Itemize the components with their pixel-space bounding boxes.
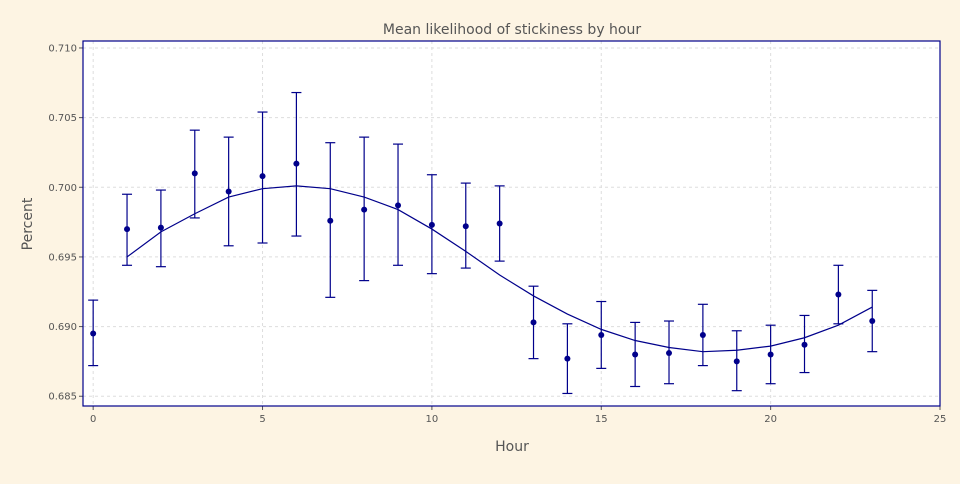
x-tick-label: 5 — [259, 414, 265, 425]
data-point — [327, 217, 334, 224]
y-tick-label: 0.695 — [48, 252, 77, 263]
data-point — [564, 355, 571, 362]
data-point — [869, 318, 876, 325]
x-axis-label: Hour — [495, 439, 529, 455]
data-point — [767, 351, 774, 358]
data-point — [801, 341, 808, 348]
data-point — [395, 202, 402, 209]
x-tick-label: 20 — [764, 414, 777, 425]
x-tick-label: 10 — [426, 414, 439, 425]
axis-ticks: 0 5 10 15 20 25 0.685 0.690 0.695 0.700 0.705 0.710 — [48, 43, 946, 425]
data-point — [225, 188, 232, 195]
x-tick-label: 25 — [934, 414, 947, 425]
data-point — [496, 220, 503, 227]
fit-curve-line — [126, 185, 873, 353]
data-point — [666, 350, 673, 357]
y-tick-label: 0.710 — [48, 43, 77, 54]
y-tick-label: 0.705 — [48, 113, 77, 124]
x-tick-label: 15 — [595, 414, 608, 425]
data-point — [530, 319, 537, 326]
data-point — [462, 223, 469, 230]
data-point — [699, 331, 706, 338]
data-point — [733, 358, 740, 365]
data-point — [632, 351, 639, 358]
chart-title: Mean likelihood of stickiness by hour — [383, 22, 641, 38]
data-point — [90, 330, 97, 337]
data-point — [361, 206, 368, 213]
data-point — [835, 291, 842, 298]
data-point — [598, 331, 605, 338]
plot-background — [83, 41, 940, 406]
data-point — [124, 226, 131, 233]
y-axis-label: Percent — [20, 197, 36, 250]
data-point — [259, 173, 266, 180]
data-point — [428, 221, 435, 228]
y-tick-label: 0.685 — [48, 392, 77, 403]
plot-frame — [82, 40, 941, 407]
y-tick-label: 0.700 — [48, 183, 77, 194]
y-tick-label: 0.690 — [48, 322, 77, 333]
data-point — [191, 170, 198, 177]
data-point — [157, 224, 164, 231]
data-points — [90, 160, 876, 365]
data-point — [293, 160, 300, 167]
x-tick-label: 0 — [90, 414, 96, 425]
